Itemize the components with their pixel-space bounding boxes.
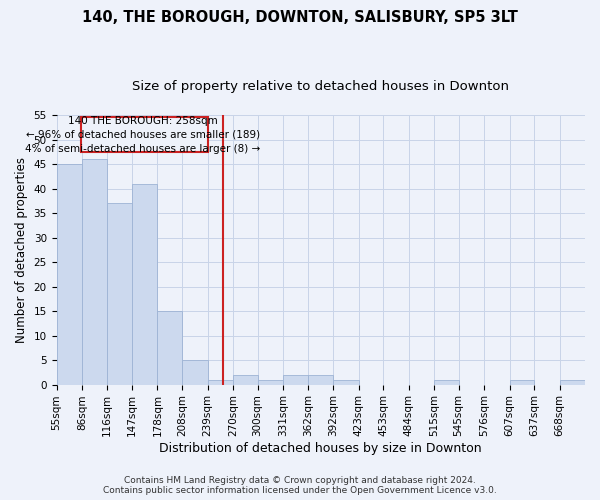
Bar xyxy=(434,380,458,384)
Bar xyxy=(107,203,132,384)
Bar xyxy=(509,380,534,384)
Bar xyxy=(81,118,208,152)
Bar xyxy=(308,375,333,384)
Bar xyxy=(333,380,359,384)
Text: 140, THE BOROUGH, DOWNTON, SALISBURY, SP5 3LT: 140, THE BOROUGH, DOWNTON, SALISBURY, SP… xyxy=(82,10,518,25)
Bar xyxy=(560,380,585,384)
Bar xyxy=(208,380,233,384)
X-axis label: Distribution of detached houses by size in Downton: Distribution of detached houses by size … xyxy=(160,442,482,455)
Bar xyxy=(157,311,182,384)
Bar xyxy=(82,159,107,384)
Bar xyxy=(233,375,257,384)
Y-axis label: Number of detached properties: Number of detached properties xyxy=(15,157,28,343)
Bar xyxy=(56,164,82,384)
Text: Contains HM Land Registry data © Crown copyright and database right 2024.
Contai: Contains HM Land Registry data © Crown c… xyxy=(103,476,497,495)
Bar xyxy=(283,375,308,384)
Bar xyxy=(132,184,157,384)
Text: 140 THE BOROUGH: 258sqm
← 96% of detached houses are smaller (189)
4% of semi-de: 140 THE BOROUGH: 258sqm ← 96% of detache… xyxy=(25,116,261,154)
Bar xyxy=(257,380,283,384)
Bar xyxy=(182,360,208,384)
Title: Size of property relative to detached houses in Downton: Size of property relative to detached ho… xyxy=(132,80,509,93)
